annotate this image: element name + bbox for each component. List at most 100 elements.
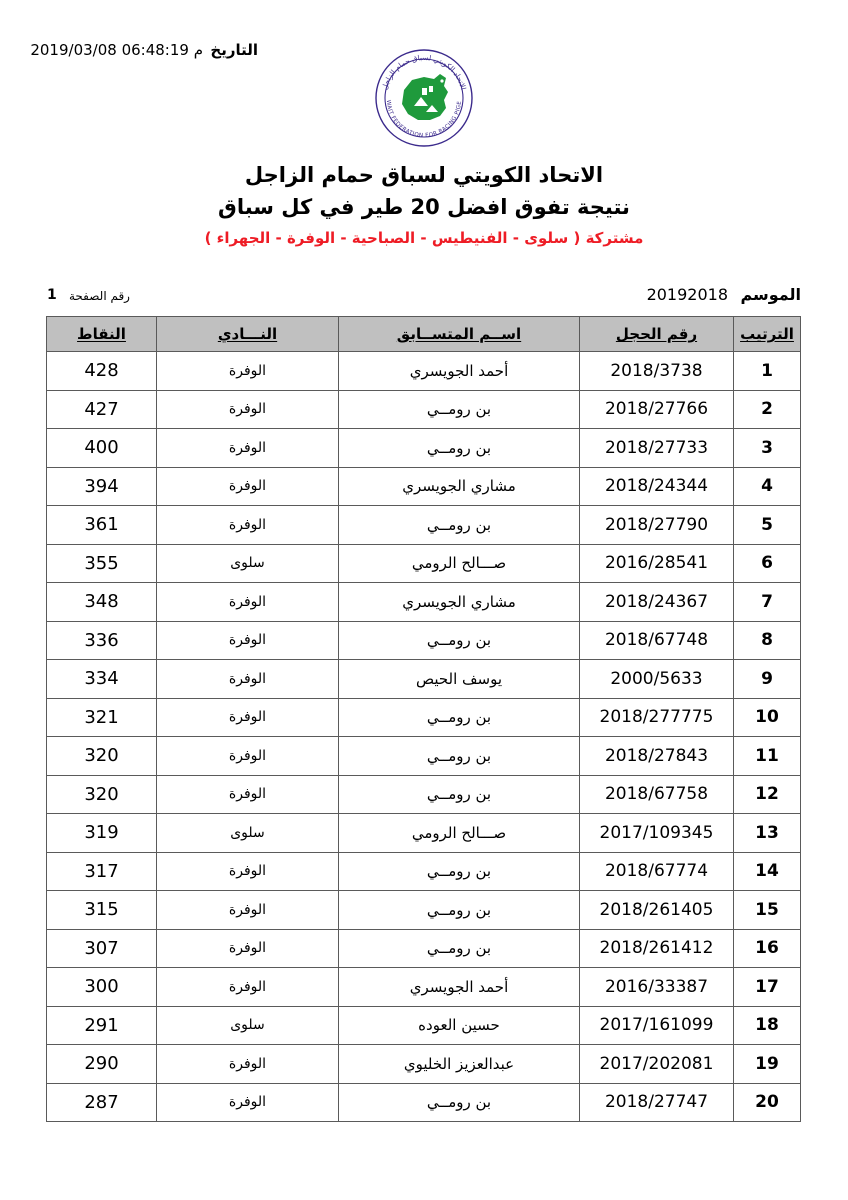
- column-header-competitor-name-label: اســم المتســابق: [396, 325, 522, 343]
- cell-registration: 2018/27843: [579, 736, 734, 776]
- cell-rank: 17: [733, 967, 801, 1007]
- cell-registration: 2018/27766: [579, 389, 734, 429]
- cell-club: الوفرة: [156, 851, 339, 891]
- cell-registration: 2016/28541: [579, 543, 734, 583]
- column-header-club-label: النـــادي: [217, 325, 278, 343]
- logo-container: الاتحاد الكويتي لسباق حمام الزاجل KUWAIT…: [0, 44, 848, 152]
- cell-points: 307: [46, 928, 157, 968]
- cell-club: الوفرة: [156, 505, 339, 545]
- cell-points: 348: [46, 582, 157, 622]
- cell-points: 319: [46, 813, 157, 853]
- cell-points: 290: [46, 1044, 157, 1084]
- cell-competitor-name: عبدالعزيز الخليوي: [338, 1044, 580, 1084]
- cell-registration: 2018/3738: [579, 351, 734, 391]
- cell-competitor-name: بن رومــي: [338, 505, 580, 545]
- cell-competitor-name: مشاري الجويسري: [338, 582, 580, 622]
- cell-competitor-name: بن رومــي: [338, 1082, 580, 1122]
- cell-registration: 2018/67748: [579, 620, 734, 660]
- table-header: الترتيب رقم الحجل اســم المتســابق النــ…: [46, 316, 801, 352]
- cell-rank: 2: [733, 389, 801, 429]
- table-row: 6 2016/28541 صـــالح الرومي سلوى 355: [46, 543, 801, 583]
- cell-points: 394: [46, 466, 157, 506]
- column-header-rank: الترتيب: [733, 316, 801, 352]
- cell-registration: 2017/109345: [579, 813, 734, 853]
- cell-competitor-name: بن رومــي: [338, 428, 580, 468]
- cell-club: الوفرة: [156, 1082, 339, 1122]
- cell-rank: 6: [733, 543, 801, 583]
- cell-points: 336: [46, 620, 157, 660]
- column-header-registration-label: رقم الحجل: [615, 325, 698, 343]
- cell-club: سلوى: [156, 1005, 339, 1045]
- cell-club: الوفرة: [156, 351, 339, 391]
- table-row: 15 2018/261405 بن رومــي الوفرة 315: [46, 890, 801, 930]
- table-row: 8 2018/67748 بن رومــي الوفرة 336: [46, 620, 801, 660]
- table-row: 3 2018/27733 بن رومــي الوفرة 400: [46, 428, 801, 468]
- cell-rank: 13: [733, 813, 801, 853]
- cell-club: الوفرة: [156, 582, 339, 622]
- cell-rank: 10: [733, 697, 801, 737]
- cell-registration: 2018/67774: [579, 851, 734, 891]
- cell-points: 300: [46, 967, 157, 1007]
- table-row: 11 2018/27843 بن رومــي الوفرة 320: [46, 736, 801, 776]
- table-body: 1 2018/3738 أحمد الجويسري الوفرة 428 2 2018/27…: [46, 351, 801, 1122]
- cell-points: 361: [46, 505, 157, 545]
- cell-rank: 15: [733, 890, 801, 930]
- cell-competitor-name: بن رومــي: [338, 851, 580, 891]
- cell-rank: 16: [733, 928, 801, 968]
- cell-club: سلوى: [156, 813, 339, 853]
- cell-registration: 2018/27733: [579, 428, 734, 468]
- cell-registration: 2017/202081: [579, 1044, 734, 1084]
- cell-rank: 9: [733, 659, 801, 699]
- cell-club: الوفرة: [156, 659, 339, 699]
- table-row: 13 2017/109345 صـــالح الرومي سلوى 319: [46, 813, 801, 853]
- cell-club: الوفرة: [156, 428, 339, 468]
- cell-points: 428: [46, 351, 157, 391]
- cell-rank: 4: [733, 466, 801, 506]
- season-label: الموسم: [740, 285, 801, 304]
- race-scope-subtitle: مشتركة ( سلوى - الفنيطيس - الصباحية - ال…: [204, 229, 644, 247]
- cell-competitor-name: بن رومــي: [338, 697, 580, 737]
- cell-points: 315: [46, 890, 157, 930]
- cell-rank: 1: [733, 351, 801, 391]
- cell-rank: 7: [733, 582, 801, 622]
- cell-points: 291: [46, 1005, 157, 1045]
- table-row: 4 2018/24344 مشاري الجويسري الوفرة 394: [46, 466, 801, 506]
- column-header-points: النقاط: [46, 316, 157, 352]
- column-header-registration: رقم الحجل: [579, 316, 734, 352]
- table-row: 10 2018/277775 بن رومــي الوفرة 321: [46, 697, 801, 737]
- table-row: 14 2018/67774 بن رومــي الوفرة 317: [46, 851, 801, 891]
- table-row: 19 2017/202081 عبدالعزيز الخليوي الوفرة 290: [46, 1044, 801, 1084]
- cell-competitor-name: صـــالح الرومي: [338, 813, 580, 853]
- cell-rank: 11: [733, 736, 801, 776]
- page-number-value: 1: [47, 287, 57, 303]
- cell-competitor-name: صـــالح الرومي: [338, 543, 580, 583]
- report-title: نتيجة تفوق افضل 20 طير في كل سباق: [218, 195, 630, 219]
- table-row: 16 2018/261412 بن رومــي الوفرة 307: [46, 928, 801, 968]
- table-row: 18 2017/161099 حسين العوده سلوى 291: [46, 1005, 801, 1045]
- cell-club: الوفرة: [156, 736, 339, 776]
- cell-competitor-name: أحمد الجويسري: [338, 967, 580, 1007]
- cell-points: 334: [46, 659, 157, 699]
- title-block: الاتحاد الكويتي لسباق حمام الزاجل نتيجة …: [0, 160, 848, 252]
- column-header-points-label: النقاط: [77, 325, 126, 343]
- table-row: 7 2018/24367 مشاري الجويسري الوفرة 348: [46, 582, 801, 622]
- column-header-club: النـــادي: [156, 316, 339, 352]
- cell-registration: 2018/261412: [579, 928, 734, 968]
- table-row: 2 2018/27766 بن رومــي الوفرة 427: [46, 389, 801, 429]
- cell-rank: 18: [733, 1005, 801, 1045]
- cell-registration: 2018/27747: [579, 1082, 734, 1122]
- cell-competitor-name: مشاري الجويسري: [338, 466, 580, 506]
- cell-registration: 2018/24367: [579, 582, 734, 622]
- table-header-row: الترتيب رقم الحجل اســم المتســابق النــ…: [46, 316, 801, 352]
- cell-rank: 20: [733, 1082, 801, 1122]
- date-bar: التاريخ 2019/03/08 06:48:19 م: [0, 38, 848, 62]
- table-row: 5 2018/27790 بن رومــي الوفرة 361: [46, 505, 801, 545]
- cell-rank: 14: [733, 851, 801, 891]
- cell-club: الوفرة: [156, 620, 339, 660]
- cell-rank: 5: [733, 505, 801, 545]
- cell-competitor-name: بن رومــي: [338, 890, 580, 930]
- cell-points: 287: [46, 1082, 157, 1122]
- date-label: التاريخ: [210, 41, 258, 59]
- cell-registration: 2018/67758: [579, 774, 734, 814]
- organization-title: الاتحاد الكويتي لسباق حمام الزاجل: [244, 163, 604, 187]
